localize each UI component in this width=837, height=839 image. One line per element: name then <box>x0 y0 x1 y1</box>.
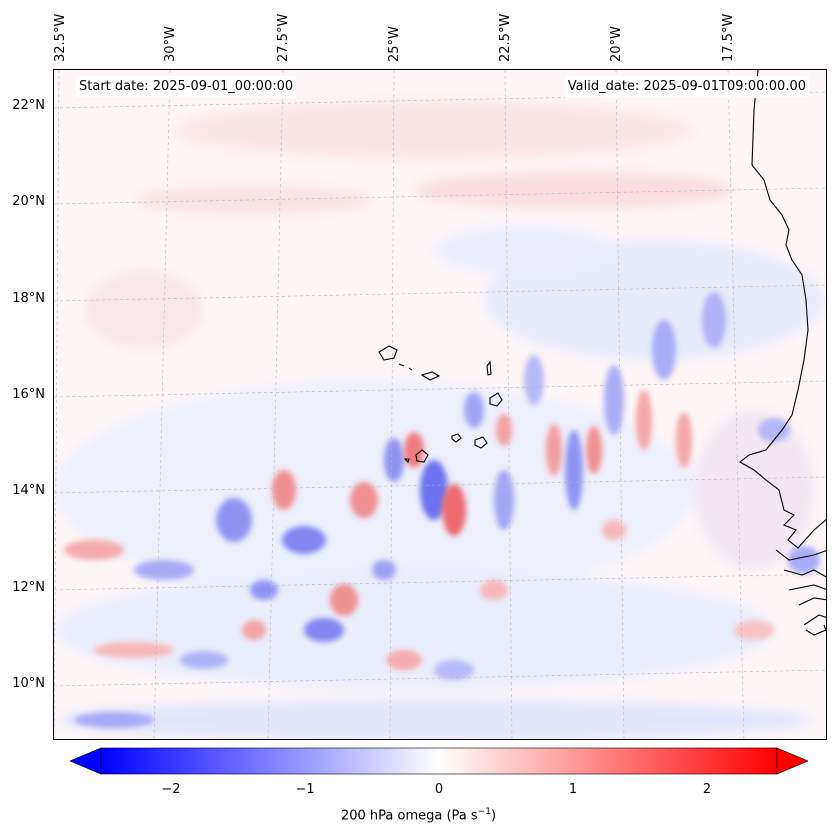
omega-field-map <box>54 70 826 739</box>
colorbar-tick-minus1: −1 <box>295 782 315 797</box>
lon-label-17-5w: 17.5°W <box>721 13 736 62</box>
colorbar-label-main: 200 hPa omega (Pa s <box>340 808 478 824</box>
graticule <box>54 70 826 739</box>
colorbar-extend-high <box>776 747 808 775</box>
colorbar-label: 200 hPa omega (Pa s−1) <box>0 807 837 823</box>
colorbar-tick-minus2: −2 <box>161 782 181 797</box>
lat-label-10n: 10°N <box>12 676 45 691</box>
colorbar <box>70 747 808 775</box>
colorbar-tick-2: 2 <box>702 782 712 797</box>
colorbar-label-close: ) <box>490 808 497 824</box>
lat-label-20n: 20°N <box>12 194 45 209</box>
start-date-label: Start date: 2025-09-01_00:00:00 <box>76 76 297 98</box>
positive-omega-features <box>64 390 774 670</box>
colorbar-gradient <box>100 747 778 775</box>
lon-label-25w: 25°W <box>387 26 402 62</box>
colorbar-tick-1: 1 <box>568 782 578 797</box>
coastline <box>378 70 826 636</box>
map-panel <box>53 69 827 740</box>
colorbar-label-exponent: −1 <box>477 807 491 817</box>
colorbar-tick-0: 0 <box>434 782 444 797</box>
lat-label-12n: 12°N <box>12 580 45 595</box>
lon-label-32-5w: 32.5°W <box>53 13 68 62</box>
background-field <box>54 70 826 739</box>
negative-omega-features <box>74 292 820 728</box>
lon-label-20w: 20°W <box>609 26 624 62</box>
lat-label-22n: 22°N <box>12 98 45 113</box>
lon-label-27-5w: 27.5°W <box>276 13 291 62</box>
lat-label-16n: 16°N <box>12 387 45 402</box>
lat-label-14n: 14°N <box>12 483 45 498</box>
lon-label-22-5w: 22.5°W <box>498 13 513 62</box>
lat-label-18n: 18°N <box>12 291 45 306</box>
colorbar-extend-low <box>70 747 102 775</box>
valid-date-label: Valid_date: 2025-09-01T09:00:00.00 <box>564 76 809 98</box>
lon-label-30w: 30°W <box>163 26 178 62</box>
